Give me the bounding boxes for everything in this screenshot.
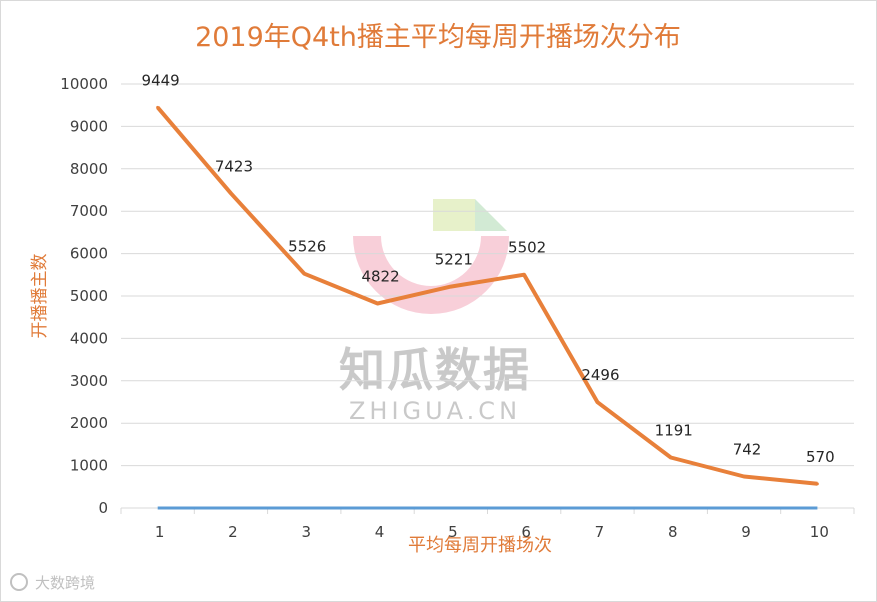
data-label-2: 7423 [215,157,253,175]
data-point-9 [742,475,746,479]
data-point-3 [302,272,306,276]
data-point-2 [229,191,233,195]
y-tick-2000: 2000 [70,414,108,432]
y-tick-5000: 5000 [70,287,108,305]
y-tick-3000: 3000 [70,372,108,390]
watermark-logo [353,199,509,314]
data-point-5 [449,285,453,289]
data-point-4 [376,302,380,306]
corner-watermark-text: 大数跨境 [35,574,95,592]
data-labels: 9449 7423 5526 4822 5221 5502 2496 1191 742 570 [142,71,835,465]
data-point-6 [522,273,526,277]
x-tick-7: 7 [595,523,605,541]
y-tick-7000: 7000 [70,202,108,220]
watermark-square [433,199,475,231]
y-tick-0: 0 [98,499,108,517]
chart-title: 2019年Q4th播主平均每周开播场次分布 [195,22,681,53]
data-label-3: 5526 [288,238,326,256]
y-tick-1000: 1000 [70,457,108,475]
y-tick-labels: 0 1000 2000 3000 4000 5000 6000 7000 8000 9000 100… [60,75,108,517]
x-axis-label: 平均每周开播场次 [408,535,552,556]
y-tick-4000: 4000 [70,329,108,347]
watermark-brand: 知瓜数据 [339,343,531,397]
data-point-7 [595,400,599,404]
y-axis-label: 开播播主数 [30,254,50,339]
data-point-10 [815,482,819,486]
y-tick-10000: 10000 [60,75,108,93]
x-tick-9: 9 [741,523,751,541]
data-label-8: 1191 [655,422,693,440]
data-label-9: 742 [733,441,762,459]
x-tick-4: 4 [375,523,385,541]
data-label-1: 9449 [142,71,180,89]
corner-logo-icon [10,573,28,591]
watermark-ring [353,236,509,314]
data-label-5: 5221 [435,251,473,269]
main-series-line [156,106,818,486]
x-tick-labels: 1 2 3 4 5 6 7 8 9 10 [155,523,829,541]
data-label-7: 2496 [581,366,619,384]
x-tick-6: 6 [521,523,531,541]
corner-watermark: 大数跨境 [10,573,95,592]
x-tick-5: 5 [448,523,458,541]
data-point-1 [156,105,160,109]
x-tick-8: 8 [668,523,678,541]
watermark-domain: ZHIGUA.CN [349,397,521,425]
watermark-triangle [475,199,507,231]
y-tick-9000: 9000 [70,117,108,135]
x-tick-10: 10 [810,523,829,541]
y-tick-8000: 8000 [70,160,108,178]
series-lines [156,105,819,510]
data-label-6: 5502 [508,239,546,257]
y-tick-6000: 6000 [70,245,108,263]
data-label-4: 4822 [361,268,399,286]
data-point-8 [669,456,673,460]
x-tick-1: 1 [155,523,165,541]
x-tick-3: 3 [301,523,311,541]
data-label-10: 570 [806,448,835,466]
x-tick-2: 2 [228,523,238,541]
